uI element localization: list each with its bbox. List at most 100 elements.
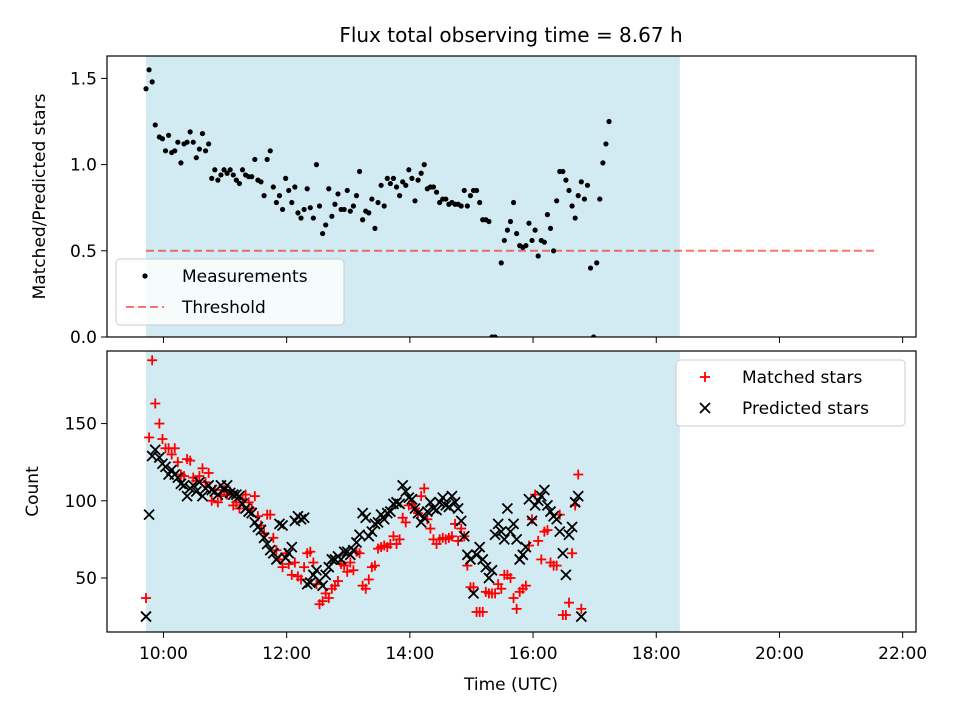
measurement-point [600,160,606,166]
measurement-point [523,243,529,249]
predicted-stars-point [440,499,452,512]
measurement-point [165,132,172,138]
predicted-stars-point [572,490,584,502]
measurement-point [329,213,335,219]
matched-stars-point [496,583,507,594]
matched-stars-point [197,463,208,474]
legend-label: Predicted stars [742,399,869,419]
y-tick-label: 100 [65,492,97,512]
matched-stars-point [533,535,544,546]
predicted-stars-point [347,544,360,556]
measurement-point [279,206,286,213]
y-tick-label: 50 [75,569,97,589]
y-tick-label: 1.5 [70,69,97,89]
predicted-stars-point [437,492,449,504]
measurement-point [378,182,384,188]
y-tick-label: 0.5 [70,242,97,262]
predicted-stars-point [246,507,258,519]
measurement-point [381,203,387,209]
predicted-stars-point [412,507,424,519]
measurement-point [393,184,400,190]
measurement-point [323,222,329,228]
measurement-point [581,196,587,202]
measurement-point [584,182,591,188]
predicted-stars-point [190,485,202,498]
x-tick-label: 18:00 [632,644,681,664]
predicted-stars-point [323,561,335,573]
figure-title: Flux total observing time = 8.67 h [339,23,682,47]
matched-stars-point [520,580,531,591]
measurement-point [310,215,316,221]
measurement-point [535,253,541,259]
predicted-stars-point [178,479,190,491]
measurement-point [467,193,474,199]
measurement-point [264,156,270,163]
matched-stars-point [194,471,205,482]
predicted-stars-point [569,496,581,508]
predicted-stars-point [560,569,572,581]
measurement-point [572,215,578,221]
measurement-point [209,175,215,181]
measurement-point [249,174,255,180]
matched-stars-point [363,574,374,585]
measurement-point [218,172,224,178]
measurement-point [344,187,350,194]
predicted-stars-point [261,538,273,550]
predicted-stars-point [353,529,366,541]
predicted-stars-point [378,513,390,525]
measurement-point [224,170,230,176]
predicted-stars-point [464,553,477,566]
matched-stars-point [477,606,488,617]
predicted-stars-point [338,546,350,558]
predicted-stars-point [267,547,279,559]
predicted-stars-point [149,444,161,456]
predicted-stars-point [446,490,458,502]
measurement-point [575,193,581,199]
predicted-stars-point [470,549,483,561]
measurement-point [298,215,304,221]
matched-stars-point [456,523,467,534]
y-axis-label: Count [23,466,43,517]
matched-stars-point [490,588,501,599]
ratio-panel: 0.0 0.5 1.0 1.5 Matched/Predicted stars Measu… [30,55,917,348]
matched-stars-point [360,583,371,594]
measurement-point [292,184,298,190]
measurement-point [406,167,412,173]
predicted-stars-point [507,518,520,530]
matched-stars-point [551,560,562,571]
matched-stars-point [573,469,584,480]
measurement-point [149,79,155,85]
predicted-stars-point [541,499,554,512]
measurement-point [387,180,393,187]
predicted-stars-point [443,501,455,513]
measurement-point [372,225,378,231]
predicted-stars-point [397,479,409,491]
predicted-stars-point [212,488,224,501]
measurement-point [276,193,283,199]
measurement-point [529,237,535,244]
matched-stars-point [317,596,328,607]
measurement-point [283,175,289,181]
matched-stars-point [289,557,300,568]
measurement-point [199,130,206,137]
predicted-stars-point [255,524,267,536]
predicted-stars-point [335,553,347,566]
measurement-point [267,148,273,154]
measurement-point [532,227,538,233]
predicted-stars-point [421,505,433,518]
predicted-stars-point [575,610,587,623]
predicted-stars-point [295,513,307,525]
predicted-stars-point [372,516,384,529]
matched-stars-point [296,574,307,585]
y-tick-label: 1.0 [70,156,97,176]
matched-stars-point [234,503,245,514]
measurement-point [187,129,193,135]
predicted-stars-point [360,512,372,524]
measurement-point [236,180,243,187]
matched-stars-point [203,467,214,478]
measurement-point [326,186,332,192]
measurement-point [152,122,158,128]
measurement-point [350,203,356,209]
x-tick-label: 10:00 [139,644,188,664]
